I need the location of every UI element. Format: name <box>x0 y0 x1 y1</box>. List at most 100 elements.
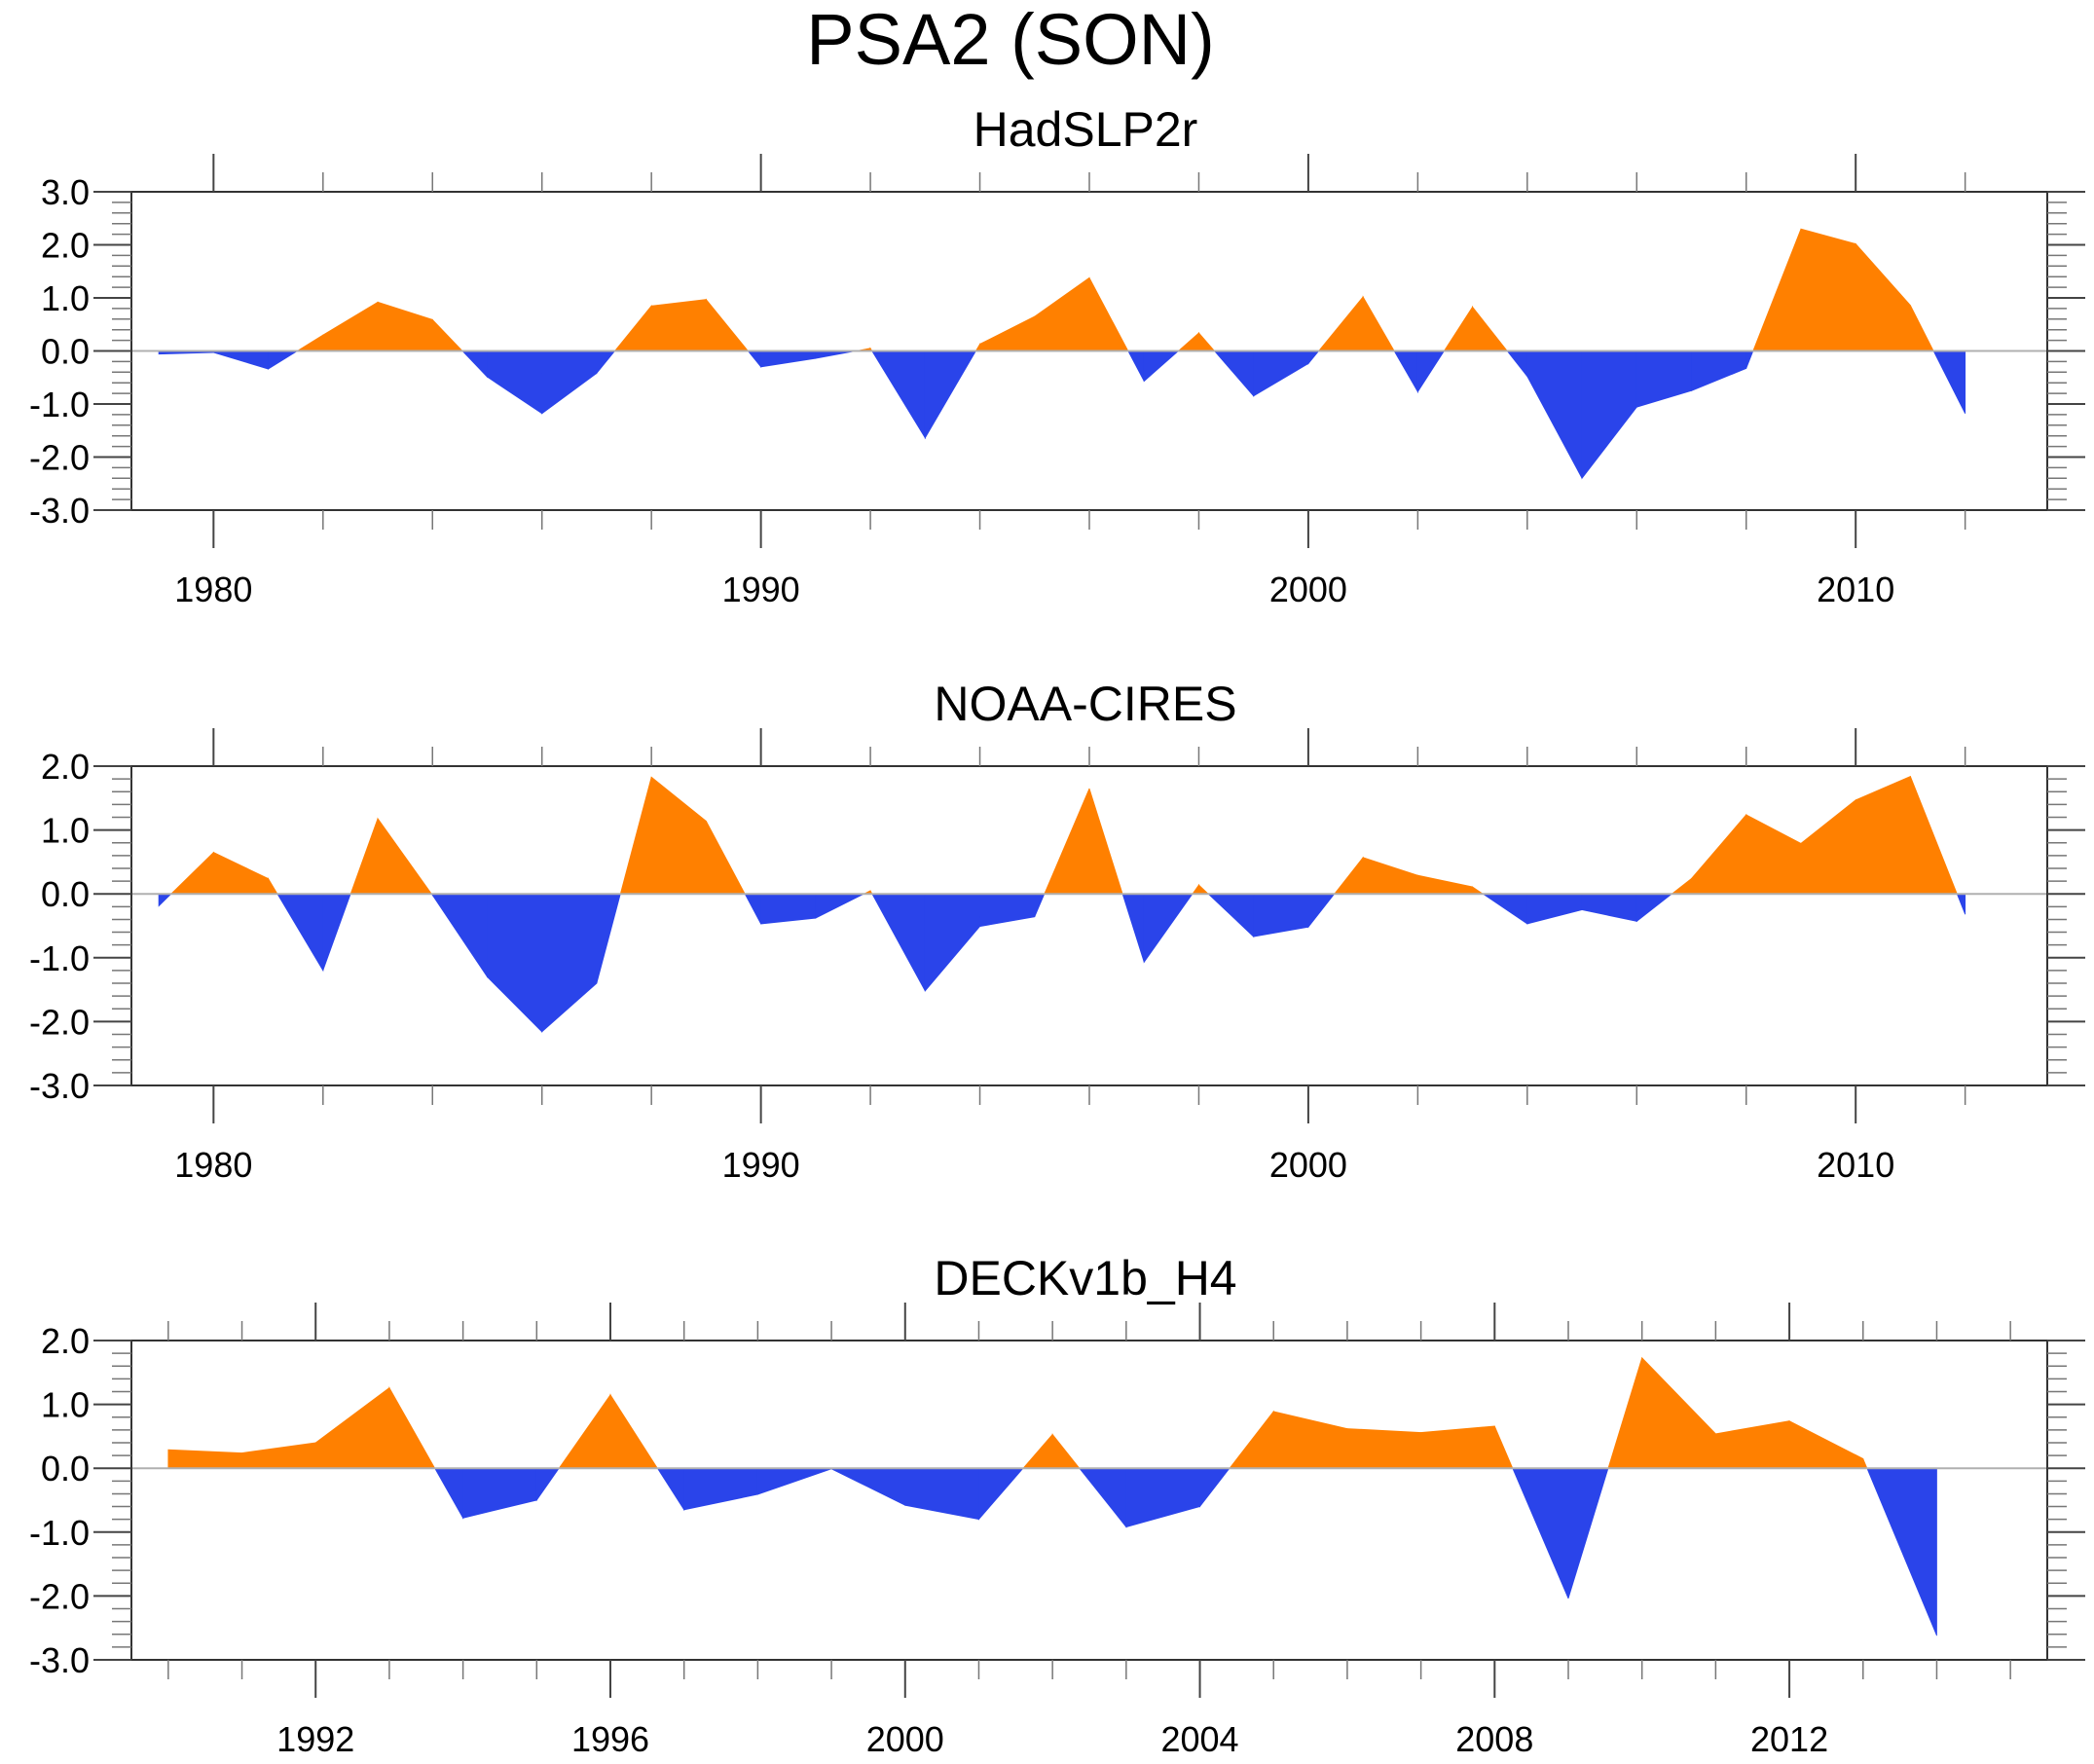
negative-area-segment <box>830 1467 906 1506</box>
negative-area-segment <box>1307 350 1320 365</box>
y-tick-label: 2.0 <box>41 747 90 787</box>
positive-area-segment <box>388 1386 436 1469</box>
positive-area-segment <box>1443 305 1473 351</box>
positive-area-segment <box>1317 295 1364 351</box>
negative-area-segment <box>904 1467 979 1521</box>
positive-area-segment <box>169 851 214 895</box>
x-tick-label: 1992 <box>276 1719 354 1759</box>
negative-fill-group <box>433 1467 1937 1636</box>
x-tick-label: 1990 <box>722 1145 800 1185</box>
negative-area-segment <box>978 1467 1024 1521</box>
positive-area-segment <box>1800 798 1856 895</box>
positive-area-segment <box>1788 1420 1864 1469</box>
x-tick-label: 2010 <box>1817 570 1894 609</box>
positive-area-segment <box>1714 1420 1790 1469</box>
panel-title: HadSLP2r <box>974 102 1198 157</box>
positive-area-segment <box>1472 306 1509 351</box>
y-tick-label: -1.0 <box>29 385 90 424</box>
y-tick-label: 3.0 <box>41 172 90 212</box>
positive-fill-group <box>296 228 1934 351</box>
negative-area-segment <box>815 893 864 919</box>
x-tick-label: 2000 <box>1269 570 1347 609</box>
positive-fill-group <box>169 775 1958 895</box>
negative-fill-group <box>158 893 1966 1033</box>
y-tick-label: 2.0 <box>41 226 90 266</box>
chart-title: PSA2 (SON) <box>806 0 1214 80</box>
negative-area-segment <box>747 350 762 368</box>
y-tick-label: -2.0 <box>29 1576 90 1616</box>
panel-noaa-cires: 2.0 1.0 0.0 -1.0 -2.0 -3.0 1980 1990 2000 2010 NOA… <box>29 677 2085 1185</box>
positive-area-segment <box>1855 242 1911 351</box>
positive-area-segment <box>212 851 269 895</box>
positive-area-segment <box>1862 1458 1868 1469</box>
positive-area-segment <box>1472 886 1485 895</box>
negative-area-segment <box>1143 350 1180 383</box>
negative-area-segment <box>1127 350 1145 382</box>
positive-area-segment <box>974 342 980 351</box>
negative-area-segment <box>1956 893 1966 915</box>
positive-area-segment <box>1855 775 1911 895</box>
x-tick-label: 1990 <box>722 570 800 609</box>
negative-area-segment <box>322 893 351 972</box>
negative-area-segment <box>1213 350 1255 397</box>
y-tick-label: -2.0 <box>29 438 90 478</box>
positive-area-segment <box>296 334 324 351</box>
positive-area-segment <box>1088 277 1129 351</box>
positive-area-segment <box>1198 331 1216 351</box>
negative-area-segment <box>541 350 598 415</box>
y-tick-label: 2.0 <box>41 1321 90 1361</box>
positive-area-segment <box>1752 229 1802 351</box>
positive-area-segment <box>1177 332 1199 351</box>
positive-area-segment <box>1691 813 1747 895</box>
negative-area-segment <box>1506 350 1528 378</box>
negative-area-segment <box>1393 350 1418 393</box>
y-tick-label: -1.0 <box>29 938 90 978</box>
negative-area-segment <box>487 350 543 415</box>
positive-area-segment <box>1607 1357 1643 1469</box>
negative-area-segment <box>1416 350 1446 393</box>
negative-area-segment <box>683 1467 758 1511</box>
positive-area-segment <box>979 315 1036 351</box>
negative-area-segment <box>1932 350 1966 414</box>
negative-area-segment <box>760 893 817 925</box>
positive-area-segment <box>1088 788 1123 895</box>
negative-area-segment <box>535 1467 561 1502</box>
positive-area-segment <box>1910 776 1958 895</box>
negative-area-segment <box>1307 893 1336 929</box>
y-tick-label: 0.0 <box>41 874 90 914</box>
negative-area-segment <box>1034 893 1046 917</box>
positive-fill-group <box>167 1356 1868 1469</box>
negative-area-segment <box>1526 893 1583 925</box>
negative-area-segment <box>1078 1467 1127 1528</box>
x-tick-label: 2000 <box>1269 1145 1347 1185</box>
positive-area-segment <box>1333 856 1364 895</box>
positive-area-segment <box>1671 877 1692 895</box>
y-tick-label: -3.0 <box>29 491 90 531</box>
positive-area-segment <box>1051 1433 1081 1469</box>
negative-area-segment <box>212 350 269 370</box>
panel-deckv1b-h4: 2.0 1.0 0.0 -1.0 -2.0 -3.0 1992 1996 2000 2004 200… <box>29 1251 2085 1759</box>
negative-area-segment <box>979 893 1036 928</box>
x-tick-label: 2008 <box>1455 1719 1533 1759</box>
positive-area-segment <box>1022 1433 1053 1469</box>
positive-area-segment <box>1641 1356 1716 1469</box>
negative-area-segment <box>487 893 543 1033</box>
positive-area-segment <box>650 299 707 351</box>
positive-area-segment <box>1362 857 1418 895</box>
x-tick-label: 2012 <box>1750 1719 1828 1759</box>
negative-area-segment <box>1635 350 1692 408</box>
negative-area-segment <box>433 1467 464 1520</box>
negative-area-segment <box>431 893 488 978</box>
negative-fill-group <box>158 350 1966 480</box>
positive-area-segment <box>1420 1425 1495 1469</box>
negative-area-segment <box>596 350 616 375</box>
positive-area-segment <box>1044 788 1090 895</box>
negative-area-segment <box>158 893 172 907</box>
negative-area-segment <box>1207 893 1255 938</box>
negative-area-segment <box>756 1467 832 1495</box>
y-tick-label: -3.0 <box>29 1640 90 1680</box>
negative-area-segment <box>1125 1467 1200 1528</box>
negative-area-segment <box>1199 1467 1231 1508</box>
